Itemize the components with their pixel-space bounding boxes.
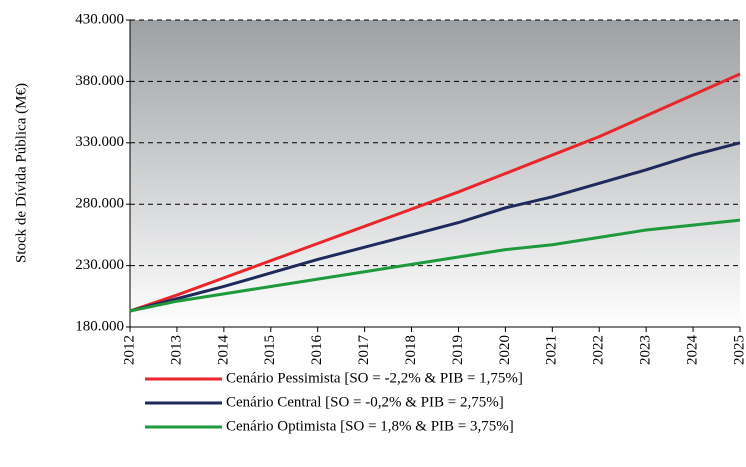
x-tick-label: 2018 [403,335,419,365]
y-axis-title: Stock de Dívida Pública (M€) [13,83,29,263]
x-tick-label: 2014 [215,335,231,366]
x-tick-label: 2024 [685,335,701,366]
y-tick-label: 280.000 [75,196,124,212]
y-tick-label: 380.000 [75,73,124,89]
series-line [129,141,741,313]
x-tick-label: 2025 [731,335,746,365]
plot-area [130,20,740,327]
x-tick-label: 2022 [591,335,607,365]
y-tick-label: 330.000 [75,134,124,150]
legend-label: Cenário Pessimista [SO = -2,2% & PIB = 1… [226,370,523,386]
x-tick-label: 2015 [262,335,278,365]
x-tick-label: 2023 [638,335,654,365]
x-tick-label: 2017 [356,335,372,366]
y-tick-label: 430.000 [75,11,124,27]
x-tick-label: 2020 [497,335,513,365]
y-tick-label: 180.000 [75,318,124,334]
x-tick-label: 2021 [544,335,560,365]
legend-label: Cenário Optimista [SO = 1,8% & PIB = 3,7… [226,418,514,434]
x-tick-label: 2019 [450,335,466,365]
x-tick-label: 2013 [168,335,184,365]
x-tick-label: 2016 [309,335,325,366]
series-line [129,218,741,313]
legend-label: Cenário Central [SO = -0,2% & PIB = 2,75… [226,394,504,410]
series-line [129,72,741,313]
x-tick-label: 2012 [121,335,137,365]
y-tick-label: 230.000 [75,257,124,273]
